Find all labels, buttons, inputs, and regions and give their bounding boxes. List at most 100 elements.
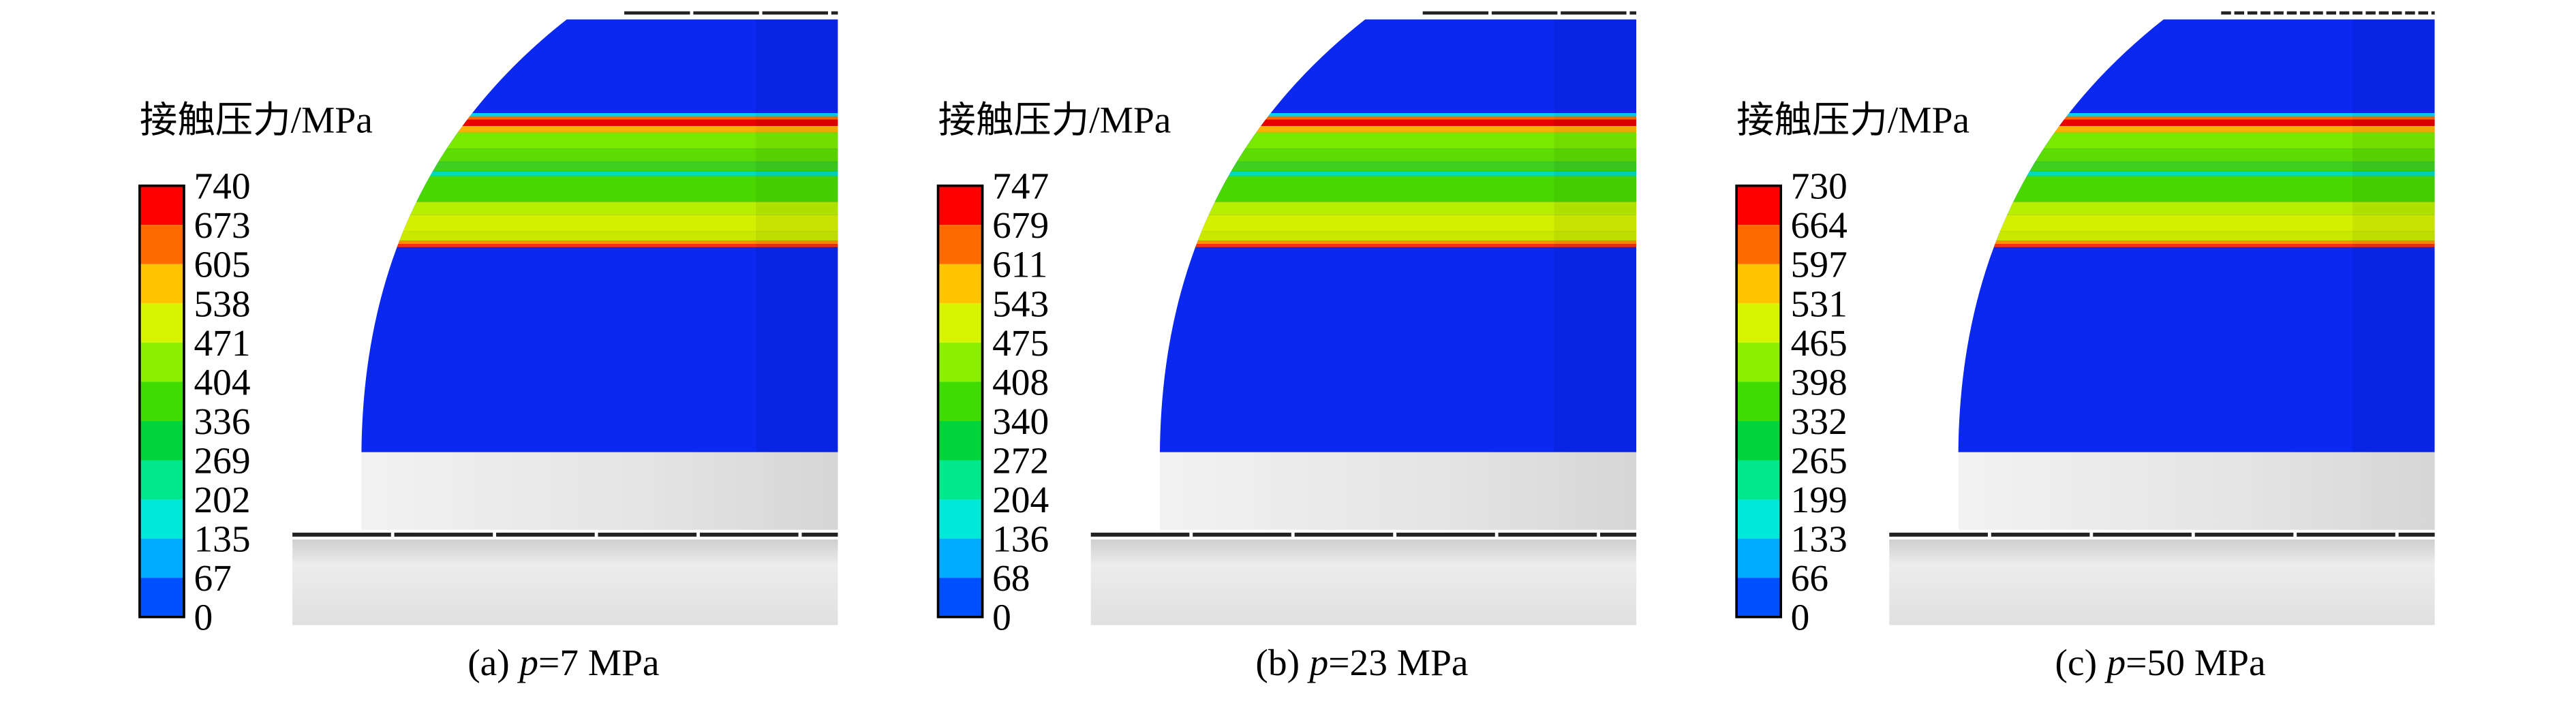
caption-value: =7 MPa xyxy=(538,642,660,683)
base-block xyxy=(292,539,838,625)
contour-band xyxy=(361,244,838,247)
legend-label: 471 xyxy=(194,322,250,363)
legend-label: 67 xyxy=(194,558,231,599)
legend-swatch xyxy=(1736,460,1781,500)
contour xyxy=(361,19,838,452)
legend-label: 475 xyxy=(992,322,1049,363)
legend-label: 465 xyxy=(1791,322,1847,363)
legend-swatch xyxy=(1736,225,1781,264)
legend-swatch xyxy=(1736,499,1781,539)
legend-title: 接触压力/MPa xyxy=(938,99,1171,140)
legend-label: 747 xyxy=(992,166,1049,206)
legend-label: 531 xyxy=(1791,283,1847,324)
contour-band xyxy=(361,215,838,232)
contour-band xyxy=(1958,149,2435,162)
legend-swatch xyxy=(938,460,983,500)
legend-label: 0 xyxy=(194,597,213,638)
contour-band xyxy=(1958,119,2435,126)
legend-swatch xyxy=(938,499,983,539)
legend-swatch xyxy=(1736,264,1781,304)
legend-swatch xyxy=(1736,342,1781,382)
legend-label: 204 xyxy=(992,479,1049,520)
contour-band xyxy=(1958,244,2435,247)
legend-label: 664 xyxy=(1791,205,1847,246)
legend-swatch xyxy=(938,185,983,225)
caption-value: =23 MPa xyxy=(1328,642,1468,683)
base-block xyxy=(1889,539,2435,625)
legend-swatch xyxy=(139,578,184,617)
legend-swatch xyxy=(139,460,184,500)
legend-label: 265 xyxy=(1791,440,1847,481)
contour-band xyxy=(1159,202,1637,215)
legend-label: 133 xyxy=(1791,518,1847,559)
contour-band xyxy=(361,231,838,241)
contour-shade xyxy=(2352,19,2435,452)
contour-band xyxy=(361,161,838,172)
contour-band xyxy=(1958,116,2435,123)
legend-label: 332 xyxy=(1791,401,1847,441)
cylinder xyxy=(1958,452,2435,530)
legend-label: 538 xyxy=(194,283,250,324)
legend-swatch xyxy=(139,538,184,578)
legend-label: 543 xyxy=(992,283,1049,324)
caption: (c) p=50 MPa xyxy=(2055,642,2266,683)
legend-swatch xyxy=(139,225,184,264)
caption-label: (a) xyxy=(467,642,510,683)
legend-swatch xyxy=(139,264,184,304)
legend-swatch xyxy=(1736,381,1781,421)
legend-label: 0 xyxy=(992,597,1011,638)
legend-swatch xyxy=(938,225,983,264)
legend-title: 接触压力/MPa xyxy=(1736,99,1969,140)
legend-label: 597 xyxy=(1791,244,1847,285)
contour-band xyxy=(361,240,838,245)
legend-swatch xyxy=(139,381,184,421)
contour-band xyxy=(1958,132,2435,149)
legend-label: 673 xyxy=(194,205,250,246)
legend-label: 340 xyxy=(992,401,1049,441)
caption-value: =50 MPa xyxy=(2126,642,2265,683)
legend-label: 336 xyxy=(194,401,250,441)
legend-swatch xyxy=(139,342,184,382)
legend-swatch xyxy=(938,538,983,578)
contour-band xyxy=(361,202,838,215)
legend-label: 408 xyxy=(992,362,1049,403)
cylinder xyxy=(361,452,838,530)
contour-band xyxy=(1958,176,2435,202)
legend-swatch xyxy=(938,303,983,343)
contour-band xyxy=(1159,161,1637,172)
contour xyxy=(1958,19,2435,452)
legend-label: 68 xyxy=(992,558,1030,599)
legend-label: 135 xyxy=(194,518,250,559)
cylinder xyxy=(1159,452,1637,530)
contour-band xyxy=(1159,116,1637,123)
contour xyxy=(1159,19,1637,452)
contour-band xyxy=(1958,161,2435,172)
legend-title: 接触压力/MPa xyxy=(140,99,373,140)
contour-band xyxy=(1159,231,1637,241)
panel: 接触压力/MPa 74067360553847140433626920213567… xyxy=(138,11,838,683)
caption: (b) p=23 MPa xyxy=(1255,642,1468,683)
caption-variable: p xyxy=(1306,642,1328,683)
contour-band xyxy=(361,116,838,123)
legend-label: 398 xyxy=(1791,362,1847,403)
legend-frame xyxy=(936,184,984,619)
legend-label: 0 xyxy=(1791,597,1810,638)
legend-label: 679 xyxy=(992,205,1049,246)
legend-frame xyxy=(138,184,185,619)
legend-swatch xyxy=(139,420,184,461)
legend-swatch xyxy=(139,499,184,539)
legend-frame xyxy=(1735,184,1783,619)
contour-band xyxy=(1159,176,1637,202)
contour-band xyxy=(361,132,838,149)
legend-swatch xyxy=(1736,303,1781,343)
panel: 接触压力/MPa 73066459753146539833226519913366… xyxy=(1735,11,2435,683)
legend-swatch xyxy=(139,185,184,225)
contour-band xyxy=(361,119,838,126)
contour-band xyxy=(1958,231,2435,241)
contour-band xyxy=(361,171,838,176)
legend-swatch xyxy=(1736,420,1781,461)
legend-label: 66 xyxy=(1791,558,1828,599)
legend-label: 611 xyxy=(992,244,1047,285)
legend-swatch xyxy=(938,420,983,461)
base-block xyxy=(1090,539,1637,625)
